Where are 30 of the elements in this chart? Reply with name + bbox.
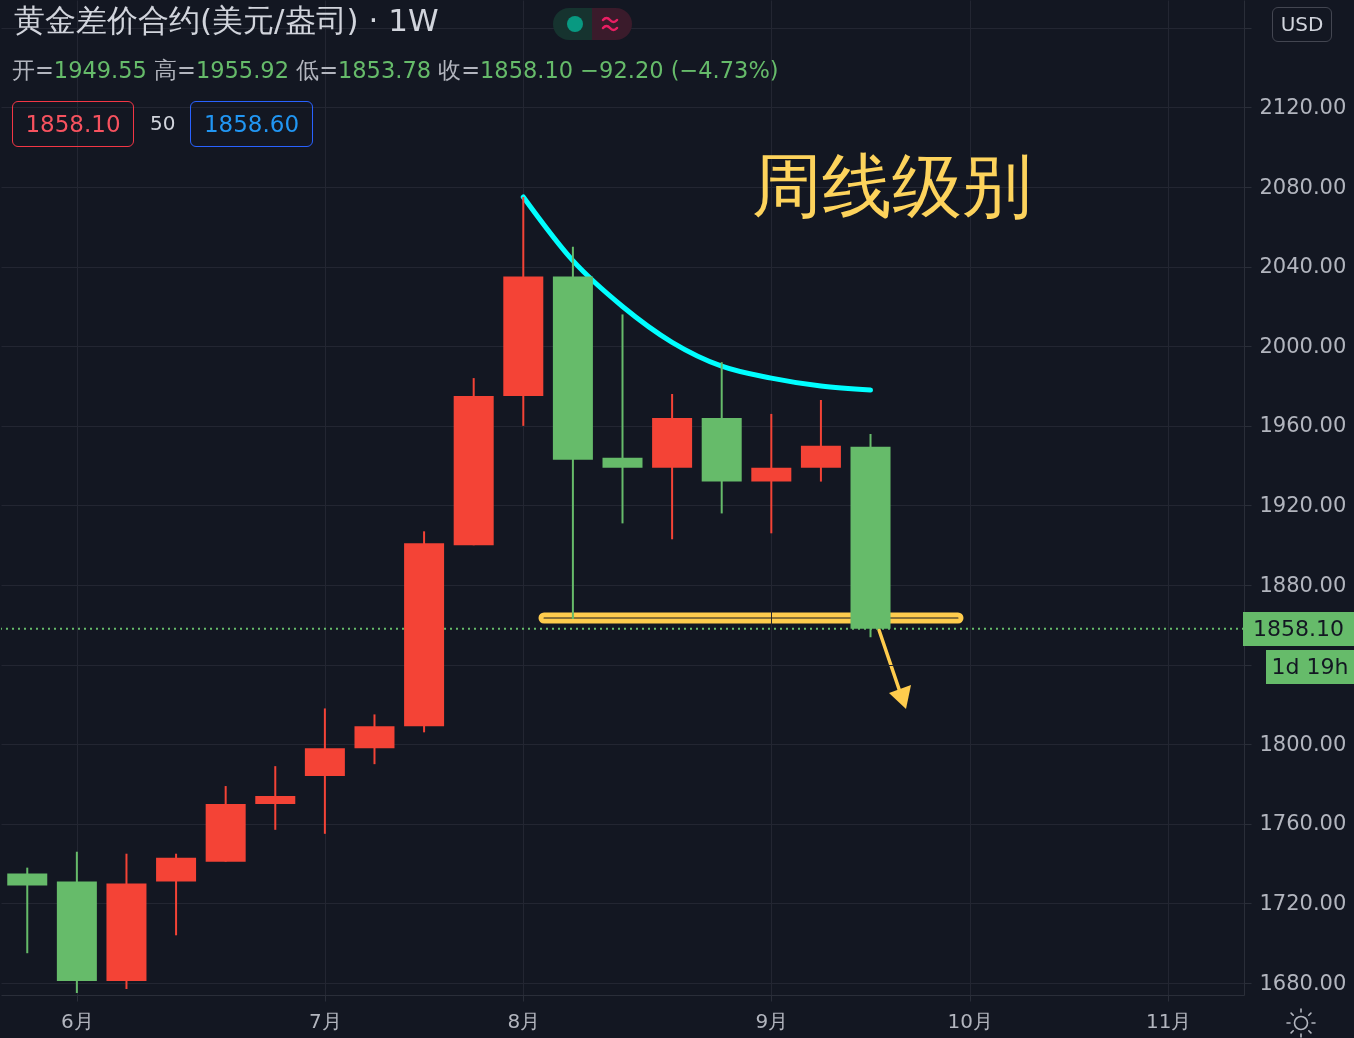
y-tick-label: 1680.00 xyxy=(1259,970,1347,995)
text: USD xyxy=(1272,7,1332,42)
annotation: 50 xyxy=(150,111,176,135)
y-tick-label: 2120.00 xyxy=(1259,94,1347,119)
ref-line-label: 1858.10 xyxy=(1243,611,1354,646)
y-tick-label: 1800.00 xyxy=(1259,731,1347,756)
y-tick-label: 1880.00 xyxy=(1259,572,1347,597)
chart-title: 黄金差价合约(美元/盎司) · 1W xyxy=(14,2,439,39)
x-tick-label: 8月 xyxy=(507,1008,541,1033)
y-tick-label: 2000.00 xyxy=(1259,333,1347,358)
y-tick-label: 1920.00 xyxy=(1259,492,1347,517)
candlestick xyxy=(751,412,792,535)
y-tick-label: 1960.00 xyxy=(1259,413,1347,438)
x-tick-label: 10月 xyxy=(947,1008,993,1033)
text: 开=1949.55 高=1955.92 低=1853.78 收=1858.10 −92.20 (−4.73%) xyxy=(12,57,779,83)
x-tick-label: 7月 xyxy=(309,1008,342,1033)
candlestick xyxy=(255,765,296,831)
y-tick-label: 1760.00 xyxy=(1259,811,1347,836)
annotation: 1858.10 xyxy=(12,101,134,147)
y-tick-label: 1720.00 xyxy=(1259,890,1347,915)
x-tick-label: 6月 xyxy=(60,1008,94,1033)
text: 1d 19h xyxy=(1266,650,1354,684)
x-tick-label: 11月 xyxy=(1145,1008,1192,1033)
candlestick xyxy=(7,866,48,955)
y-tick-label: 2040.00 xyxy=(1259,254,1347,279)
candlestick xyxy=(602,313,643,525)
annotation: 周线级别 xyxy=(752,145,1032,227)
x-tick-label: 9月 xyxy=(755,1008,789,1033)
y-tick-label: 2080.00 xyxy=(1259,174,1347,199)
annotation: 1858.60 xyxy=(190,101,313,147)
